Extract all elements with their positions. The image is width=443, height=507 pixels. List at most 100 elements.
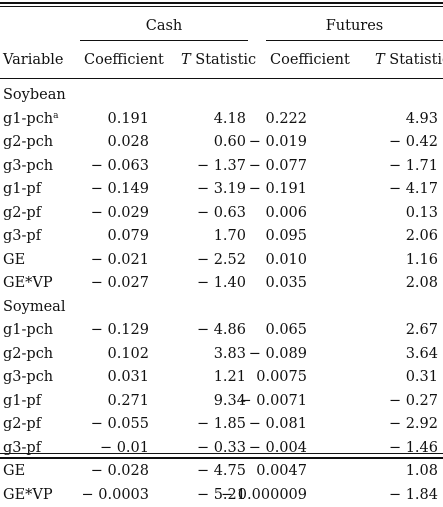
variable-label: g3-pch <box>3 369 53 385</box>
futures-t-statistic-cell: − 1.84 <box>389 484 438 507</box>
t-symbol: T <box>181 52 191 68</box>
top-rule <box>0 2 443 4</box>
futures-t-statistic-cell: − 2.92 <box>389 413 438 437</box>
futures-t-statistic-cell: − 4.17 <box>389 178 438 202</box>
cash-t-statistic-cell: − 1.40 <box>197 272 246 296</box>
t-symbol: T <box>375 52 385 68</box>
variable-cell: GE <box>3 249 25 273</box>
variable-label: g1-pch <box>3 111 53 127</box>
cash-t-statistic-cell: − 2.52 <box>197 249 246 273</box>
variable-cell: g3-pf <box>3 225 41 249</box>
futures-t-statistic-cell: 0.13 <box>406 202 438 226</box>
column-header-futures-t-statistic: T Statistic <box>375 51 443 69</box>
variable-label: GE <box>3 252 25 268</box>
variable-label: GE <box>3 463 25 479</box>
cash-t-statistic-cell: − 4.86 <box>197 319 246 343</box>
futures-coefficient-cell: 0.0075 <box>256 366 307 390</box>
cash-t-statistic-cell: − 4.75 <box>197 460 246 484</box>
table-row: g1-pf− 0.149− 3.19− 0.191− 4.17 <box>0 178 443 202</box>
variable-cell: g2-pf <box>3 413 41 437</box>
group-rule-futures <box>266 40 443 41</box>
column-header-variable: Variable <box>3 51 64 69</box>
variable-label: g2-pf <box>3 205 41 221</box>
variable-label: g2-pch <box>3 346 53 362</box>
column-header-cash-coefficient: Coefficient <box>84 51 164 69</box>
futures-coefficient-cell: 0.065 <box>265 319 307 343</box>
variable-label: g1-pf <box>3 393 41 409</box>
statistic-word: Statistic <box>385 52 443 68</box>
futures-coefficient-cell: − 0.0071 <box>240 390 308 414</box>
cash-coefficient-cell: − 0.029 <box>91 202 149 226</box>
futures-coefficient-cell: 0.222 <box>265 108 307 132</box>
futures-t-statistic-cell: − 1.71 <box>389 155 438 179</box>
cash-t-statistic-cell: − 1.37 <box>197 155 246 179</box>
cash-t-statistic-cell: 1.70 <box>214 225 246 249</box>
regression-table: Cash Futures Variable Coefficient T Stat… <box>0 0 443 463</box>
futures-t-statistic-cell: 2.08 <box>406 272 438 296</box>
futures-coefficient-cell: − 0.077 <box>249 155 307 179</box>
futures-t-statistic-cell: 2.06 <box>406 225 438 249</box>
futures-coefficient-cell: 0.0047 <box>256 460 307 484</box>
futures-t-statistic-cell: − 0.27 <box>389 390 438 414</box>
table-row: GE − 0.028 − 4.75 0.0047 1.08 <box>0 460 443 484</box>
cash-t-statistic-cell: 1.21 <box>214 366 246 390</box>
section-row: Soybean <box>0 84 443 108</box>
cash-coefficient-cell: 0.079 <box>107 225 149 249</box>
variable-cell: g3-pch <box>3 155 53 179</box>
table-row: GE*VP− 0.0003− 5.21− 0.000009− 1.84 <box>0 484 443 507</box>
cash-coefficient-cell: − 0.063 <box>91 155 149 179</box>
section-title: Soymeal <box>3 296 65 320</box>
bottom-rule <box>0 453 443 454</box>
group-header-futures: Futures <box>266 17 443 35</box>
variable-cell: g1-pch <box>3 319 53 343</box>
section-row: Soymeal <box>0 296 443 320</box>
variable-label: g3-pf <box>3 228 41 244</box>
futures-t-statistic-cell: 3.64 <box>406 343 438 367</box>
cash-coefficient-cell: − 0.055 <box>91 413 149 437</box>
cash-coefficient-cell: 0.102 <box>107 343 149 367</box>
futures-t-statistic-cell: 1.08 <box>406 460 438 484</box>
variable-label: g2-pf <box>3 416 41 432</box>
cash-t-statistic-cell: 3.83 <box>214 343 246 367</box>
group-rule-cash <box>80 40 248 41</box>
variable-cell: g2-pch <box>3 343 53 367</box>
cash-coefficient-cell: − 0.021 <box>91 249 149 273</box>
futures-coefficient-cell: − 0.191 <box>249 178 307 202</box>
table-row: g2-pf − 0.055 − 1.85− 0.081 − 2.92 <box>0 413 443 437</box>
variable-cell: GE*VP <box>3 272 53 296</box>
cash-t-statistic-cell: 0.60 <box>214 131 246 155</box>
variable-cell: g1-pcha <box>3 108 59 134</box>
futures-coefficient-cell: − 0.081 <box>249 413 307 437</box>
variable-label: GE*VP <box>3 275 53 291</box>
cash-coefficient-cell: 0.271 <box>107 390 149 414</box>
futures-coefficient-cell: − 0.000009 <box>221 484 307 507</box>
header-rule <box>0 78 443 79</box>
cash-coefficient-cell: − 0.149 <box>91 178 149 202</box>
cash-t-statistic-cell: − 1.85 <box>197 413 246 437</box>
bottom-rule-outer <box>0 457 443 459</box>
variable-cell: GE*VP <box>3 484 53 507</box>
futures-t-statistic-cell: 0.31 <box>406 366 438 390</box>
cash-coefficient-cell: − 0.129 <box>91 319 149 343</box>
variable-label: g3-pch <box>3 158 53 174</box>
cash-coefficient-cell: − 0.028 <box>91 460 149 484</box>
variable-cell: g2-pf <box>3 202 41 226</box>
variable-label: GE*VP <box>3 487 53 503</box>
futures-coefficient-cell: 0.035 <box>265 272 307 296</box>
futures-coefficient-cell: 0.095 <box>265 225 307 249</box>
cash-t-statistic-cell: − 0.63 <box>197 202 246 226</box>
cash-t-statistic-cell: 4.18 <box>214 108 246 132</box>
section-title: Soybean <box>3 84 66 108</box>
cash-coefficient-cell: − 0.027 <box>91 272 149 296</box>
statistic-word: Statistic <box>191 52 257 68</box>
variable-cell: g1-pf <box>3 390 41 414</box>
column-header-cash-t-statistic: T Statistic <box>181 51 256 69</box>
variable-label: g1-pch <box>3 322 53 338</box>
futures-t-statistic-cell: − 0.42 <box>389 131 438 155</box>
